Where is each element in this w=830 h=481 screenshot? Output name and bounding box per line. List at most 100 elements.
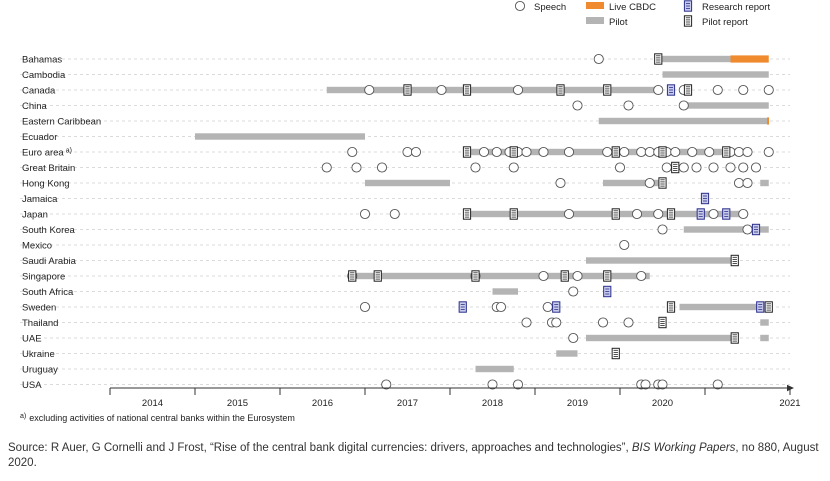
pilot-report-marker <box>462 146 472 158</box>
row-label: Bahamas <box>22 54 62 65</box>
pilot-bar <box>683 226 769 233</box>
speech-marker <box>623 100 634 111</box>
live-bar <box>730 55 769 63</box>
legend-label-pilot: Pilot <box>609 17 628 28</box>
pilot-report-doc <box>471 270 480 282</box>
row-bahamas: Bahamas <box>20 53 790 65</box>
row-label: Japan <box>22 209 48 220</box>
pilot-report-marker <box>611 208 620 220</box>
speech-marker <box>704 146 715 158</box>
source-journal: BIS Working Papers <box>631 442 736 454</box>
speech-marker <box>614 162 626 173</box>
speech-marker <box>619 146 630 158</box>
cbdc-timeline-chart: Speech Live CBDC Research report Pilot Pilot… <box>20 0 801 423</box>
speech-marker <box>359 208 371 220</box>
x-tick-label: 2021 <box>779 398 800 409</box>
pilot-report-doc <box>683 84 693 96</box>
pilot-report-doc <box>509 208 518 220</box>
row-japan: Japan <box>20 208 790 220</box>
pilot-bar <box>467 210 739 218</box>
row-label: Euro area a) <box>22 147 72 158</box>
speech-marker <box>568 286 579 297</box>
row-sweden: Sweden <box>20 301 790 313</box>
row-singapore: Singapore <box>20 270 790 282</box>
pilot-report-marker <box>611 146 620 158</box>
pilot-report-marker <box>348 270 357 282</box>
row-south-korea: South Korea <box>20 223 790 236</box>
speech-marker <box>712 379 723 390</box>
pilot-report-doc <box>611 146 620 158</box>
speech-marker <box>644 146 655 158</box>
speech-marker <box>733 146 745 158</box>
speech-marker <box>691 162 702 173</box>
speech-marker <box>653 84 664 96</box>
pilot-bar <box>760 319 769 326</box>
speech-marker <box>687 146 698 158</box>
row-label: Great Britain <box>22 163 75 174</box>
row-label: Thailand <box>22 318 58 329</box>
speech-marker <box>657 224 668 235</box>
speech-marker <box>470 162 481 173</box>
pilot-report-marker <box>560 270 569 282</box>
pilot-report-marker <box>471 270 480 282</box>
speech-marker <box>538 146 549 158</box>
row-uae: UAE <box>20 332 790 344</box>
speech-marker <box>402 146 413 158</box>
pilot-report-marker <box>509 208 518 220</box>
pilot-report-doc <box>683 15 693 27</box>
legend-speech-icon <box>514 0 526 12</box>
x-tick-label: 2017 <box>397 398 418 409</box>
row-china: China <box>20 100 790 112</box>
row-label: Sweden <box>22 302 56 313</box>
pilot-report-marker <box>462 84 472 96</box>
pilot-report-marker <box>658 146 667 158</box>
speech-marker <box>742 146 753 158</box>
pilot-report-doc <box>658 177 667 189</box>
research-report-marker <box>458 301 467 313</box>
speech-marker <box>389 208 400 220</box>
speech-marker <box>678 100 689 111</box>
speech-marker <box>351 162 362 173</box>
row-ukraine: Ukraine <box>20 347 790 360</box>
speech-marker <box>436 84 447 96</box>
row-label: Jamaica <box>22 194 58 205</box>
speech-marker <box>410 146 422 158</box>
pilot-report-marker <box>509 146 518 158</box>
speech-marker <box>670 146 681 158</box>
row-label: Ukraine <box>22 349 55 360</box>
research-report-marker <box>700 192 710 205</box>
pilot-report-doc <box>730 254 739 267</box>
research-report-marker <box>552 301 561 313</box>
legend-label-research: Research report <box>702 2 770 13</box>
row-mexico: Mexico <box>20 239 790 251</box>
speech-marker <box>597 317 609 328</box>
row-label: Mexico <box>22 240 52 251</box>
speech-marker <box>508 162 519 173</box>
pilot-bar <box>475 365 514 373</box>
legend-research-icon <box>683 0 693 12</box>
source-prefix: Source: R Auer, G Cornelli and J Frost, … <box>8 442 632 454</box>
pilot-report-doc <box>722 146 731 158</box>
pilot-report-doc <box>560 270 569 282</box>
row-cambodia: Cambodia <box>20 70 790 81</box>
speech-marker <box>636 146 647 158</box>
pilot-report-doc <box>603 84 612 96</box>
speech-marker <box>478 146 490 158</box>
pilot-report-marker <box>373 270 382 282</box>
legend-live-swatch <box>586 2 604 9</box>
pilot-bar <box>326 86 663 94</box>
x-tick-label: 2015 <box>227 398 248 409</box>
pilot-report-marker <box>658 177 667 189</box>
speech-marker <box>572 270 583 282</box>
speech-marker <box>738 162 749 173</box>
pilot-report-doc <box>658 146 667 158</box>
speech-marker <box>738 208 749 220</box>
speech-marker <box>572 100 583 111</box>
speech-marker <box>678 162 689 173</box>
research-report-marker <box>666 84 676 96</box>
row-usa: USA <box>20 379 790 391</box>
speech-marker <box>738 84 749 96</box>
speech-marker <box>725 162 736 173</box>
legend-label-pilot_report: Pilot report <box>702 17 748 28</box>
research-report-marker <box>722 208 731 220</box>
